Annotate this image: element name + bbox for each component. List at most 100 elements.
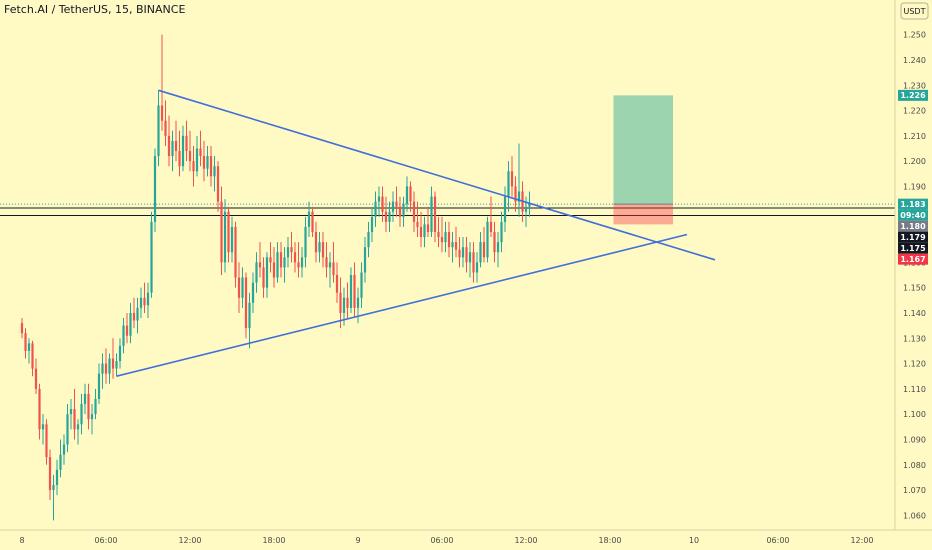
price-tag-label: 1.175 <box>900 244 926 253</box>
candle-body <box>122 325 125 346</box>
unit-selector[interactable] <box>900 2 929 20</box>
candle-body <box>475 262 479 273</box>
candle-body <box>300 257 304 268</box>
candle-body <box>479 242 482 263</box>
candle-body <box>444 231 447 243</box>
long-position-stop-zone[interactable] <box>613 204 674 225</box>
price-tag-label: 1.226 <box>900 91 926 100</box>
candle-body <box>213 166 216 177</box>
candle-body <box>41 424 45 430</box>
candle-body <box>118 345 122 362</box>
candle-body <box>346 297 349 308</box>
price-tag: 1.183 <box>898 198 928 210</box>
trendline-lower[interactable] <box>116 233 688 377</box>
candle-body <box>395 201 398 207</box>
candle-body <box>251 282 255 303</box>
y-tick-label: 1.080 <box>903 461 926 470</box>
candle-body <box>188 151 192 162</box>
candle-body <box>69 409 73 415</box>
price-tag-bg <box>898 253 928 265</box>
x-tick-label: 8 <box>19 536 24 545</box>
candle-body <box>31 343 34 369</box>
price-tag: 1.180 <box>898 220 928 232</box>
x-tick-label: 06:00 <box>766 536 789 545</box>
price-tag-bg <box>898 242 928 254</box>
x-tick-label: 12:00 <box>514 536 537 545</box>
y-tick-label: 1.220 <box>903 107 926 116</box>
candle-body <box>524 206 528 212</box>
candle-body <box>503 196 507 222</box>
candle-body <box>146 292 150 306</box>
x-axis-ticks: 8 06:00 12:00 18:00 9 06:00 12:00 18:00 10 06:00 1… <box>19 536 873 545</box>
candle-body <box>45 424 48 458</box>
candle-body <box>104 363 108 374</box>
candle-body <box>279 252 283 268</box>
candle-body <box>108 358 111 374</box>
candle-body <box>377 196 381 202</box>
candle-body <box>139 297 143 308</box>
candle-body <box>339 292 342 313</box>
candle-body <box>76 424 80 430</box>
candle-body <box>304 226 307 258</box>
price-tags: 1.226 1.183 09:40 1.180 1.179 1.175 1.167 <box>898 89 928 265</box>
candle-body <box>237 277 241 298</box>
y-tick-label: 1.140 <box>903 309 926 318</box>
candle-body <box>458 249 461 258</box>
candle-body <box>353 275 356 308</box>
candle-body <box>374 201 377 217</box>
y-tick-label: 1.110 <box>903 385 926 394</box>
candle-body <box>528 204 531 207</box>
candle-body <box>234 226 237 278</box>
candle-body <box>20 323 24 334</box>
candle-body <box>272 262 276 278</box>
y-tick-label: 1.120 <box>903 360 926 369</box>
plot-area <box>0 34 895 521</box>
candle-body <box>510 171 514 187</box>
price-tag: 1.179 <box>898 231 928 243</box>
long-position-profit-zone[interactable] <box>613 95 674 205</box>
candle-body <box>402 204 405 217</box>
candle-body <box>202 156 206 169</box>
candle-body <box>132 312 136 321</box>
candle-body <box>101 363 104 374</box>
candle-body <box>419 226 423 238</box>
candle-body <box>472 252 475 273</box>
candle-body <box>405 186 409 205</box>
price-tag-bg <box>898 220 928 232</box>
candle-body <box>468 252 472 263</box>
candle-body <box>321 242 325 258</box>
candle-body <box>349 275 353 308</box>
x-tick-label: 06:00 <box>94 536 117 545</box>
candle-body <box>195 148 199 172</box>
price-tag-bg <box>898 89 928 101</box>
candle-body <box>209 156 213 177</box>
candle-body <box>153 156 157 222</box>
y-tick-label: 1.070 <box>903 486 926 495</box>
candle-body <box>34 368 38 389</box>
candle-body <box>150 221 153 293</box>
price-tag-bg <box>898 209 928 221</box>
x-tick-label: 12:00 <box>850 536 873 545</box>
candle-body <box>440 237 444 243</box>
candle-body <box>62 444 66 455</box>
trendline-upper[interactable] <box>158 89 716 261</box>
candle-body <box>83 393 87 405</box>
candle-body <box>216 166 220 202</box>
candle-body <box>174 140 178 152</box>
candle-body <box>220 201 223 263</box>
candle-body <box>265 257 269 288</box>
candle-body <box>367 231 370 248</box>
candle-body <box>398 206 402 217</box>
candle-body <box>325 257 328 268</box>
chart-title: Fetch.AI / TetherUS, 15, BINANCE <box>4 3 185 16</box>
candle-body <box>178 151 181 167</box>
y-tick-label: 1.090 <box>903 435 926 444</box>
candle-body <box>318 242 321 253</box>
candle-body <box>262 267 265 288</box>
y-tick-label: 1.240 <box>903 56 926 65</box>
candle-body <box>328 262 332 268</box>
candle-body <box>55 469 59 485</box>
unit-label[interactable]: USDT <box>904 7 926 16</box>
candle-body <box>258 262 262 268</box>
